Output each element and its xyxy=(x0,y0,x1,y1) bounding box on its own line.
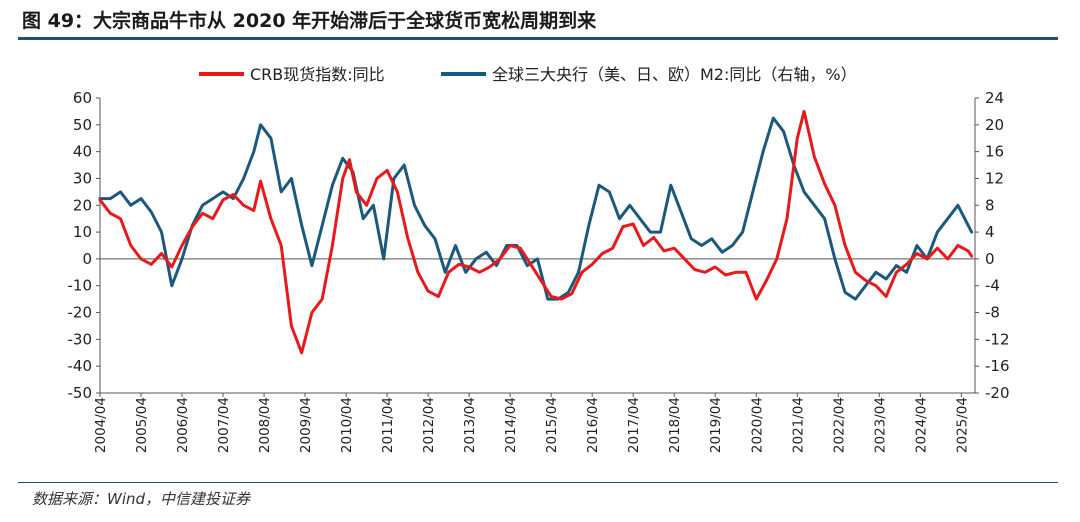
y-right-tick-label: 4 xyxy=(985,223,995,241)
y-left-tick-label: 0 xyxy=(82,250,92,268)
y-left-tick-label: -20 xyxy=(68,304,93,322)
x-tick-label: 2013/04 xyxy=(462,397,478,453)
y-right-tick-label: 16 xyxy=(985,143,1004,161)
y-right-tick-label: -20 xyxy=(985,384,1010,402)
x-tick-label: 2007/04 xyxy=(216,397,232,453)
x-tick-label: 2021/04 xyxy=(790,397,806,453)
y-right-tick-label: 8 xyxy=(985,196,995,214)
y-left-tick-label: -40 xyxy=(68,357,93,375)
x-tick-label: 2022/04 xyxy=(831,397,847,453)
legend-label-m2: 全球三大央行（美、日、欧）M2:同比（右轴，%） xyxy=(492,65,857,84)
x-tick-label: 2020/04 xyxy=(749,397,765,453)
x-tick-label: 2006/04 xyxy=(175,397,191,453)
y-left-tick-label: 10 xyxy=(73,223,92,241)
x-tick-label: 2018/04 xyxy=(667,397,683,453)
y-right-tick-label: 12 xyxy=(985,169,1004,187)
y-left-tick-label: 50 xyxy=(73,116,92,134)
x-tick-label: 2015/04 xyxy=(544,397,560,453)
y-right-tick-label: -4 xyxy=(985,277,1000,295)
x-tick-label: 2009/04 xyxy=(298,397,314,453)
y-left-tick-label: 60 xyxy=(73,89,92,107)
x-tick-label: 2023/04 xyxy=(872,397,888,453)
x-tick-label: 2012/04 xyxy=(421,397,437,453)
x-tick-label: 2016/04 xyxy=(585,397,601,453)
crb-series-line xyxy=(98,109,974,355)
y-right-tick-label: 20 xyxy=(985,116,1004,134)
axes: 6050403020100-10-20-30-40-5024201612840-… xyxy=(68,89,1010,453)
source-note: 数据来源：Wind，中信建投证券 xyxy=(32,490,251,508)
legend: CRB现货指数:同比 全球三大央行（美、日、欧）M2:同比（右轴，%） xyxy=(199,65,857,84)
x-tick-label: 2014/04 xyxy=(503,397,519,453)
plot-area xyxy=(98,109,974,355)
footer-rule xyxy=(18,482,1058,483)
x-tick-label: 2004/04 xyxy=(93,397,109,453)
m2-series-line xyxy=(98,116,974,301)
x-tick-label: 2005/04 xyxy=(134,397,150,453)
x-tick-label: 2008/04 xyxy=(257,397,273,453)
y-left-tick-label: -50 xyxy=(68,384,93,402)
y-right-tick-label: -16 xyxy=(985,357,1010,375)
line-chart: CRB现货指数:同比 全球三大央行（美、日、欧）M2:同比（右轴，%） 60 50… xyxy=(68,65,1010,453)
y-left-tick-label: -30 xyxy=(68,330,93,348)
chart-title: 图 49：大宗商品牛市从 2020 年开始滞后于全球货币宽松周期到来 xyxy=(22,10,597,32)
y-left-tick-label: 40 xyxy=(73,143,92,161)
x-tick-label: 2025/04 xyxy=(954,397,970,453)
y-left-tick-label: 20 xyxy=(73,196,92,214)
legend-label-crb: CRB现货指数:同比 xyxy=(250,65,385,84)
y-left-tick-label: 30 xyxy=(73,169,92,187)
y-left-tick-label: -10 xyxy=(68,277,93,295)
y-right-tick-label: 0 xyxy=(985,250,995,268)
title-rule xyxy=(18,37,1058,40)
x-tick-label: 2017/04 xyxy=(626,397,642,453)
y-right-tick-label: 24 xyxy=(985,89,1004,107)
y-right-tick-label: -12 xyxy=(985,330,1010,348)
x-tick-label: 2019/04 xyxy=(708,397,724,453)
x-tick-label: 2024/04 xyxy=(913,397,929,453)
x-tick-label: 2010/04 xyxy=(339,397,355,453)
y-right-tick-label: -8 xyxy=(985,304,1000,322)
x-tick-label: 2011/04 xyxy=(380,397,396,453)
